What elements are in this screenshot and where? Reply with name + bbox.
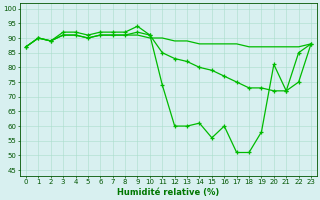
X-axis label: Humidité relative (%): Humidité relative (%): [117, 188, 220, 197]
